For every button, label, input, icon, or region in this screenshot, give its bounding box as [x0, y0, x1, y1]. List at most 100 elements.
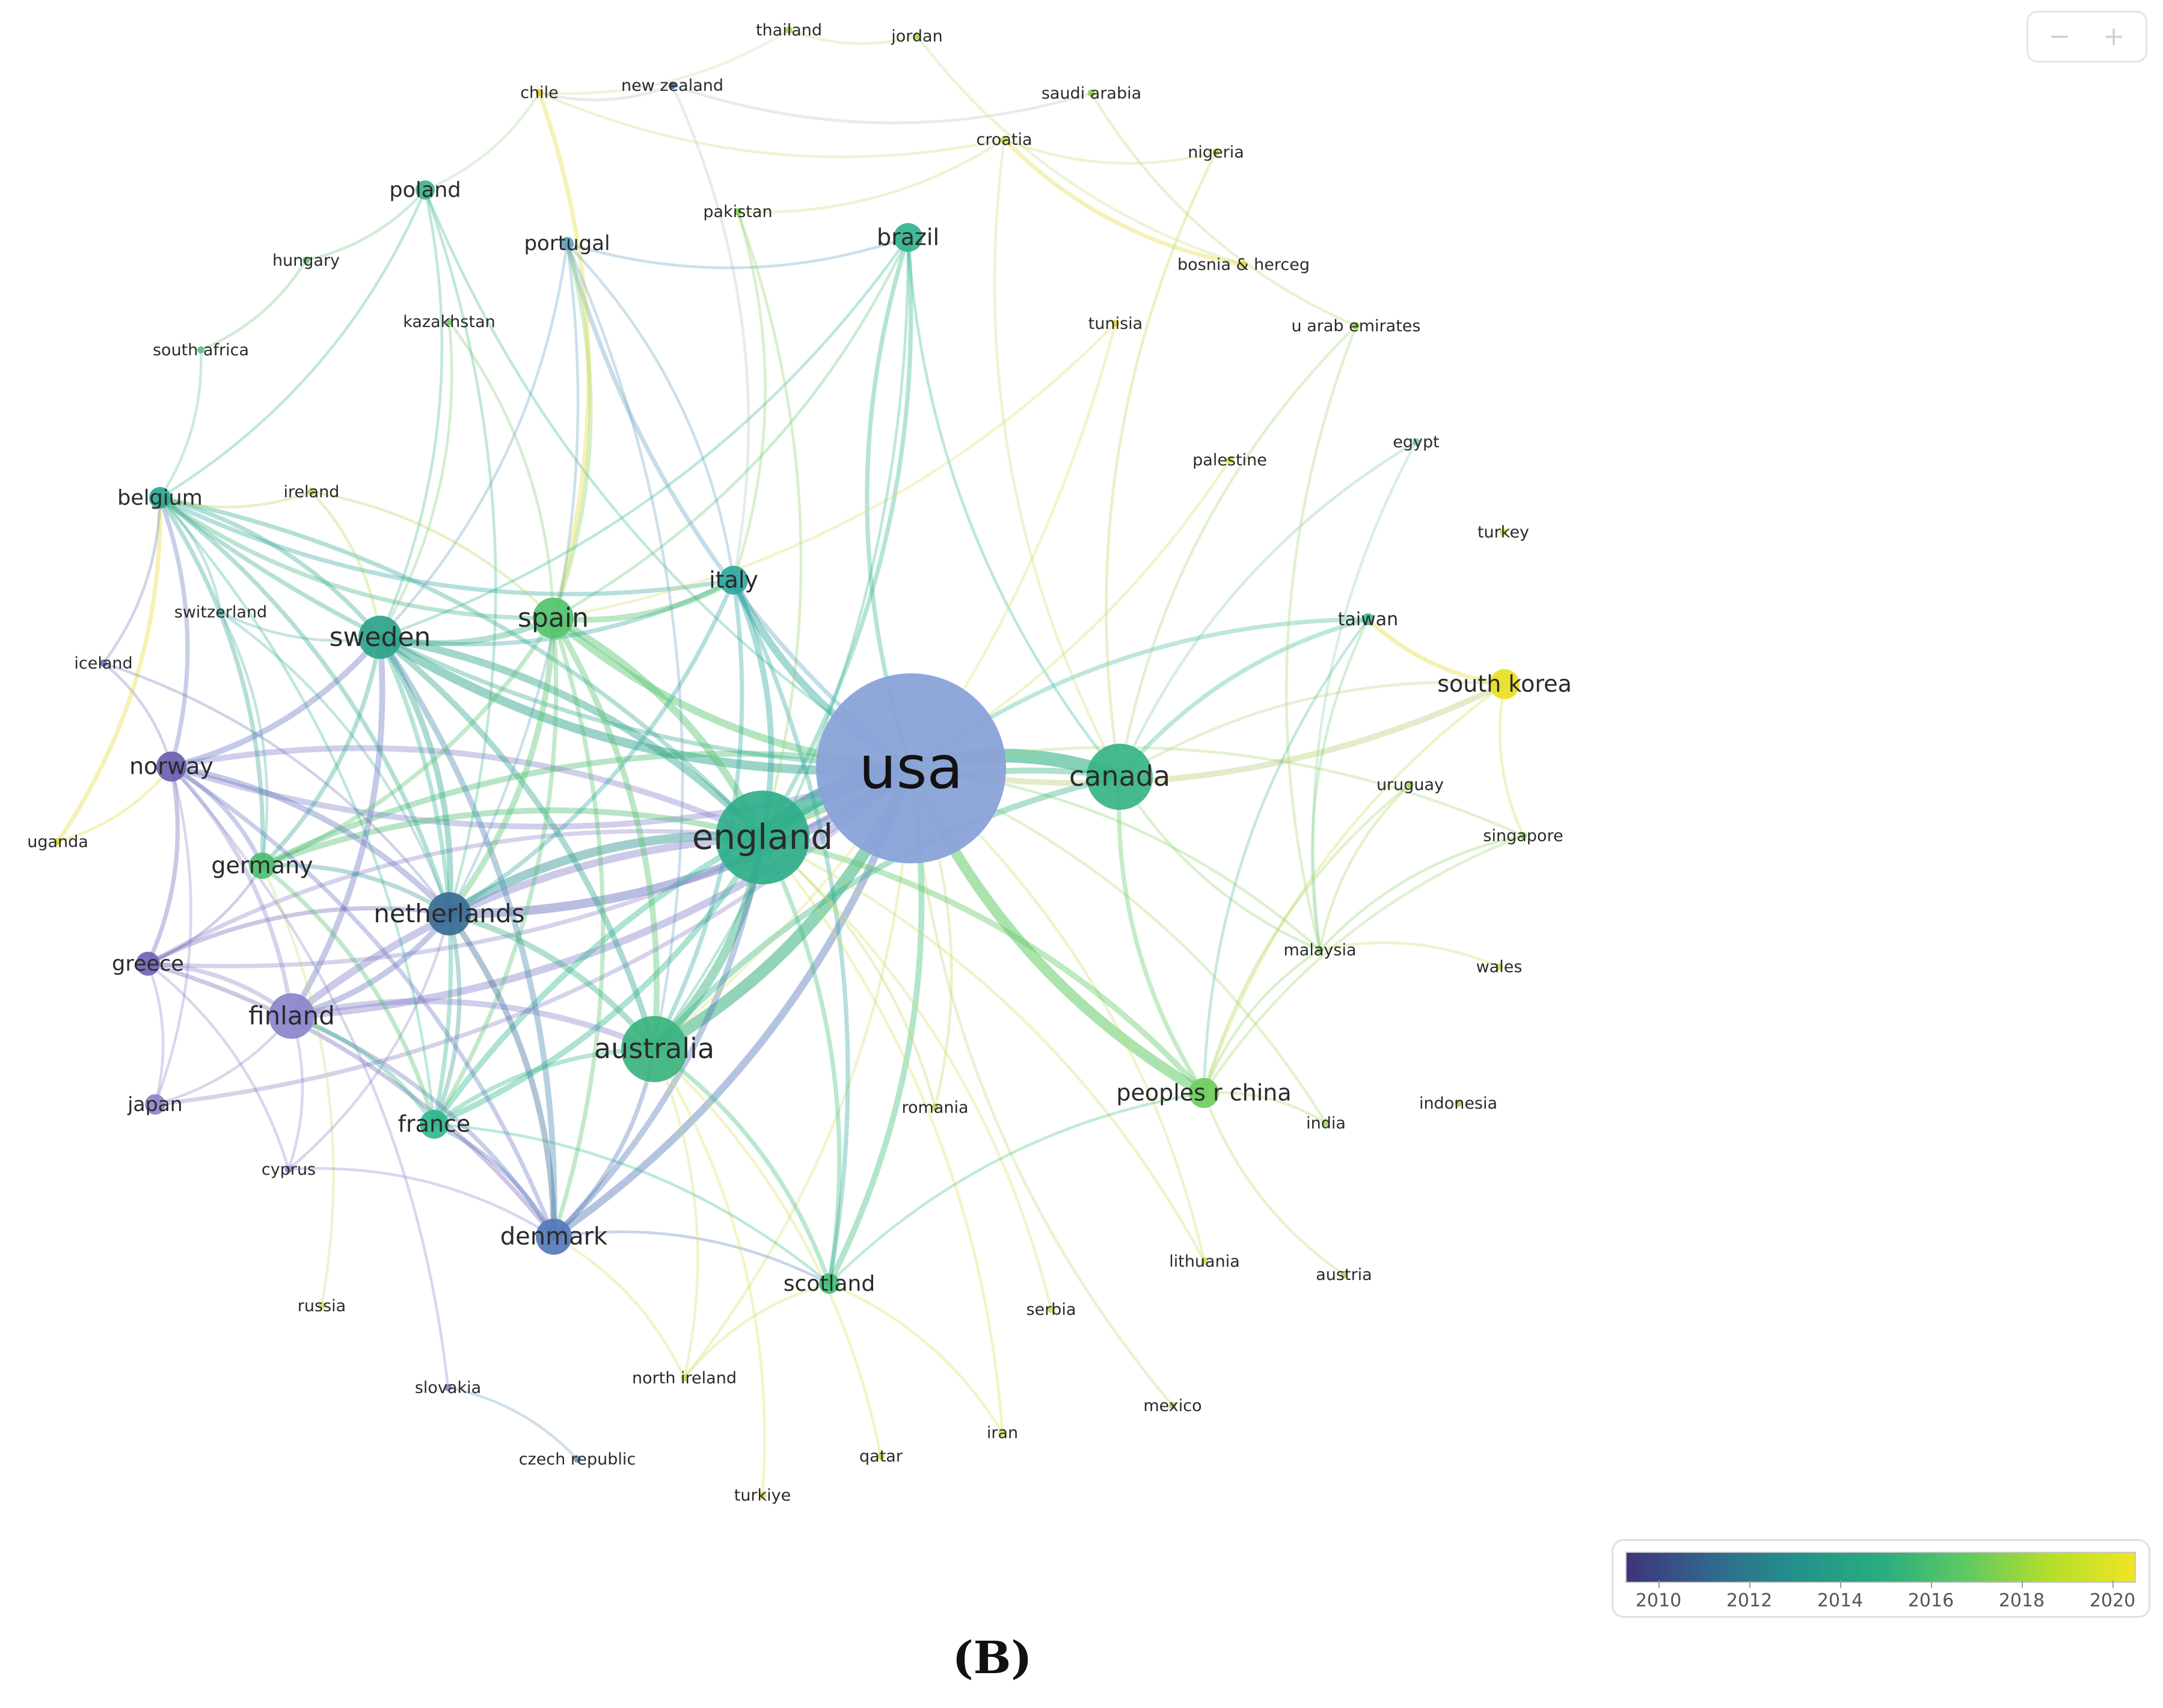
node-turkiye[interactable] — [759, 1492, 766, 1499]
zoom-out-button[interactable]: − — [2042, 23, 2078, 50]
node-label-south_korea[interactable]: south korea — [1437, 671, 1572, 697]
node-finland[interactable] — [269, 993, 314, 1039]
node-bosnia_herceg[interactable] — [1240, 261, 1247, 268]
node-south_korea[interactable] — [1490, 669, 1520, 699]
node-label-bosnia_herceg[interactable]: bosnia & herceg — [1177, 256, 1310, 274]
node-india[interactable] — [1322, 1119, 1330, 1127]
node-label-malaysia[interactable]: malaysia — [1284, 941, 1357, 960]
node-label-india[interactable]: india — [1306, 1114, 1346, 1133]
node-qatar[interactable] — [877, 1452, 885, 1460]
node-japan[interactable] — [145, 1094, 165, 1115]
node-label-kazakhstan[interactable]: kazakhstan — [403, 313, 495, 331]
node-iran[interactable] — [999, 1429, 1006, 1436]
node-label-qatar[interactable]: qatar — [859, 1447, 903, 1466]
node-belgium[interactable] — [149, 487, 171, 509]
node-saudi_arabia[interactable] — [1088, 90, 1095, 97]
node-croatia[interactable] — [1001, 136, 1008, 143]
node-slovakia[interactable] — [444, 1384, 452, 1391]
node-malaysia[interactable] — [1316, 946, 1324, 953]
node-label-finland[interactable]: finland — [248, 1001, 335, 1030]
node-label-slovakia[interactable]: slovakia — [415, 1379, 481, 1397]
node-jordan[interactable] — [913, 32, 921, 40]
node-iceland[interactable] — [100, 660, 107, 667]
node-label-czech_republic[interactable]: czech republic — [519, 1450, 636, 1469]
node-italy[interactable] — [719, 566, 748, 595]
node-label-cyprus[interactable]: cyprus — [262, 1160, 316, 1179]
node-label-uruguay[interactable]: uruguay — [1376, 776, 1444, 794]
node-romania[interactable] — [931, 1104, 939, 1111]
node-serbia[interactable] — [1048, 1306, 1055, 1313]
node-russia[interactable] — [318, 1302, 325, 1309]
node-wales[interactable] — [1496, 963, 1503, 970]
node-turkey[interactable] — [1500, 528, 1507, 536]
node-label-wales[interactable]: wales — [1476, 958, 1523, 976]
node-label-italy[interactable]: italy — [709, 567, 758, 593]
node-label-netherlands[interactable]: netherlands — [373, 899, 524, 928]
node-ireland[interactable] — [308, 488, 315, 495]
node-label-russia[interactable]: russia — [298, 1297, 346, 1315]
node-label-jordan[interactable]: jordan — [891, 27, 942, 46]
node-label-new_zealand[interactable]: new zealand — [621, 76, 723, 95]
node-germany[interactable] — [249, 852, 275, 879]
node-label-chile[interactable]: chile — [520, 84, 559, 102]
node-uganda[interactable] — [54, 838, 61, 845]
node-label-hungary[interactable]: hungary — [272, 251, 340, 270]
node-poland[interactable] — [416, 180, 435, 200]
node-label-south_africa[interactable]: south africa — [153, 341, 249, 360]
node-label-switzerland[interactable]: switzerland — [174, 603, 267, 622]
node-label-austria[interactable]: austria — [1316, 1266, 1372, 1284]
node-label-sweden[interactable]: sweden — [330, 622, 431, 653]
node-label-canada[interactable]: canada — [1069, 760, 1170, 792]
node-austria[interactable] — [1340, 1271, 1348, 1278]
node-palestine[interactable] — [1226, 456, 1233, 464]
node-label-u_arab_emirates[interactable]: u arab emirates — [1292, 317, 1421, 335]
node-brazil[interactable] — [894, 223, 922, 252]
node-label-portugal[interactable]: portugal — [524, 231, 610, 256]
node-label-tunisia[interactable]: tunisia — [1088, 314, 1143, 333]
node-label-singapore[interactable]: singapore — [1483, 827, 1563, 845]
node-scotland[interactable] — [819, 1273, 839, 1294]
node-label-lithuania[interactable]: lithuania — [1169, 1252, 1240, 1271]
node-label-norway[interactable]: norway — [129, 753, 213, 780]
node-sweden[interactable] — [358, 616, 402, 659]
node-label-mexico[interactable]: mexico — [1143, 1397, 1201, 1415]
node-label-thailand[interactable]: thailand — [756, 21, 822, 40]
node-england[interactable] — [716, 791, 809, 884]
node-label-romania[interactable]: romania — [901, 1098, 968, 1117]
node-label-pakistan[interactable]: pakistan — [703, 203, 772, 221]
node-chile[interactable] — [536, 89, 543, 96]
node-norway[interactable] — [156, 751, 186, 782]
node-uruguay[interactable] — [1407, 781, 1414, 788]
node-mexico[interactable] — [1169, 1402, 1176, 1409]
node-label-uganda[interactable]: uganda — [27, 833, 88, 851]
node-label-saudi_arabia[interactable]: saudi arabia — [1042, 84, 1141, 103]
node-peoples_r_china[interactable] — [1189, 1078, 1219, 1108]
node-nigeria[interactable] — [1212, 148, 1220, 156]
node-label-egypt[interactable]: egypt — [1393, 433, 1439, 451]
node-tunisia[interactable] — [1112, 320, 1119, 327]
node-kazakhstan[interactable] — [446, 318, 453, 325]
node-france[interactable] — [420, 1110, 449, 1139]
node-singapore[interactable] — [1520, 832, 1527, 839]
node-new_zealand[interactable] — [669, 82, 676, 89]
node-egypt[interactable] — [1413, 438, 1420, 445]
node-label-scotland[interactable]: scotland — [784, 1272, 875, 1296]
node-label-brazil[interactable]: brazil — [877, 224, 939, 251]
node-lithuania[interactable] — [1201, 1258, 1208, 1265]
node-label-belgium[interactable]: belgium — [117, 486, 203, 510]
node-label-ireland[interactable]: ireland — [284, 483, 340, 501]
node-pakistan[interactable] — [734, 208, 741, 215]
node-label-croatia[interactable]: croatia — [976, 130, 1032, 149]
node-label-taiwan[interactable]: taiwan — [1338, 609, 1398, 630]
node-label-poland[interactable]: poland — [389, 179, 461, 203]
node-north_ireland[interactable] — [681, 1374, 688, 1382]
node-label-england[interactable]: england — [692, 816, 833, 857]
node-greece[interactable] — [136, 952, 160, 976]
node-label-japan[interactable]: japan — [127, 1092, 182, 1116]
node-thailand[interactable] — [785, 26, 793, 34]
node-canada[interactable] — [1087, 744, 1153, 810]
node-switzerland[interactable] — [217, 608, 224, 616]
node-south_africa[interactable] — [197, 346, 204, 354]
